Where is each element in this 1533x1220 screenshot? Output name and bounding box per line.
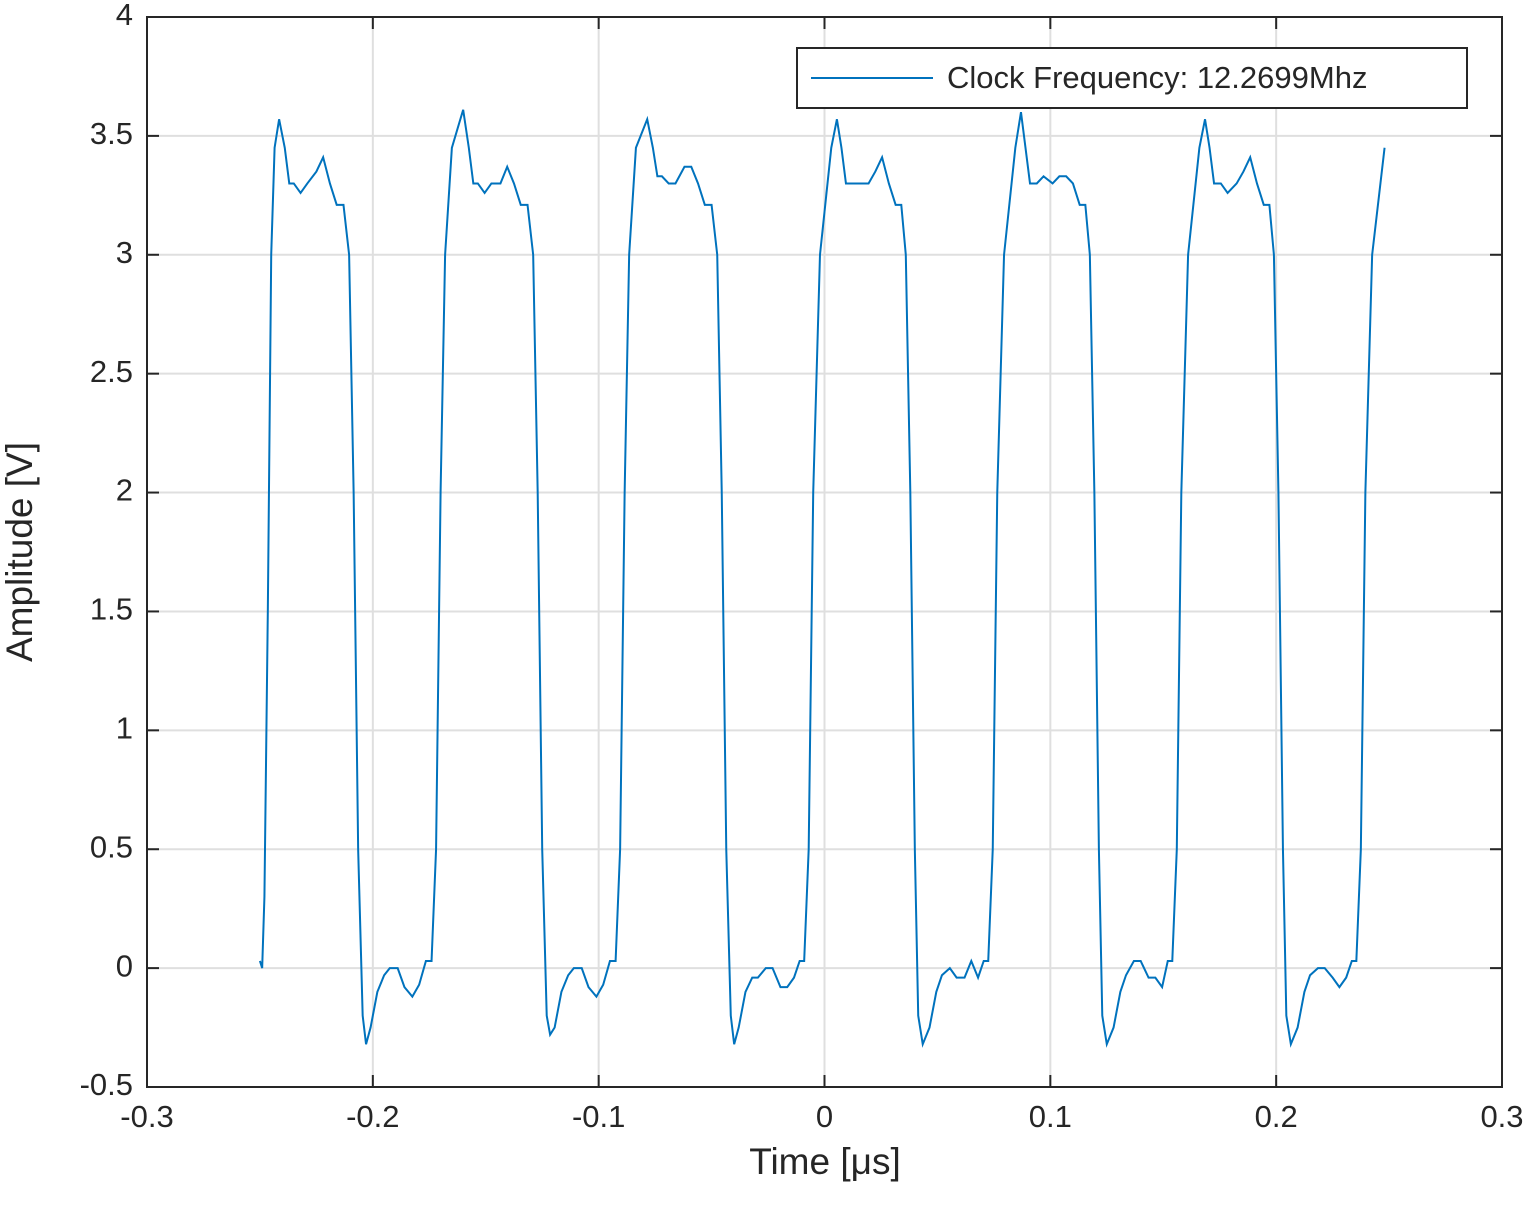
plot-frame	[146, 16, 1503, 1088]
y-tick-label: 1	[116, 711, 133, 746]
y-tick-label: 4	[116, 0, 133, 32]
y-tick-label: 2	[116, 473, 133, 508]
y-tick-label: 2.5	[90, 354, 133, 389]
y-tick-label: 0.5	[90, 829, 133, 864]
legend-label: Clock Frequency: 12.2699Mhz	[947, 60, 1367, 95]
y-tick-label: 3	[116, 235, 133, 270]
data-line	[258, 109, 1386, 1048]
y-axis-label: Amplitude [V]	[0, 442, 40, 662]
x-tick-label: -0.1	[572, 1099, 625, 1134]
x-tick-label: -0.3	[120, 1099, 173, 1134]
x-tick-label: 0	[816, 1099, 833, 1134]
x-tick-label: 0.3	[1480, 1099, 1523, 1134]
y-tick-label: 1.5	[90, 592, 133, 627]
y-tick-label: -0.5	[80, 1067, 133, 1102]
x-axis-label: Time [μs]	[749, 1141, 901, 1182]
x-tick-label: -0.2	[346, 1099, 399, 1134]
y-tick-label: 0	[116, 948, 133, 983]
x-tick-label: 0.2	[1255, 1099, 1298, 1134]
y-tick-label: 3.5	[90, 116, 133, 151]
x-tick-label: 0.1	[1029, 1099, 1072, 1134]
